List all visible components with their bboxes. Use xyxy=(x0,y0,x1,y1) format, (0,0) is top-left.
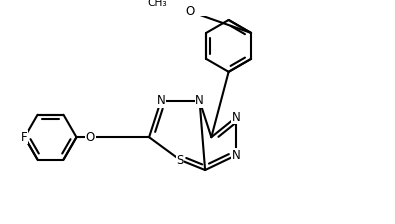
Text: CH₃: CH₃ xyxy=(147,0,167,8)
Text: N: N xyxy=(195,94,204,107)
Text: N: N xyxy=(156,94,165,107)
Text: O: O xyxy=(185,5,194,18)
Text: S: S xyxy=(177,153,184,166)
Text: O: O xyxy=(86,131,95,144)
Text: F: F xyxy=(21,131,28,144)
Text: N: N xyxy=(232,149,241,162)
Text: N: N xyxy=(232,111,241,124)
